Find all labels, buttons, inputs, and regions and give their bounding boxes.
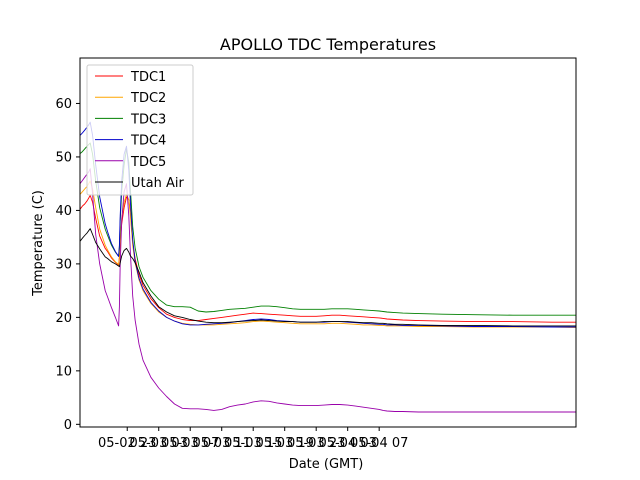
x-tick-label: 05-04 07 xyxy=(350,436,408,451)
x-axis-label: Date (GMT) xyxy=(289,457,364,472)
legend-label-5: Utah Air xyxy=(131,176,184,191)
series-line-3 xyxy=(80,121,576,328)
legend-label-3: TDC4 xyxy=(130,134,166,149)
y-tick-label: 30 xyxy=(55,257,72,272)
y-tick-label: 20 xyxy=(55,311,72,326)
y-tick-label: 50 xyxy=(55,150,72,165)
series-line-5 xyxy=(80,228,576,327)
x-tick-label: 05-03 15 xyxy=(224,436,282,451)
x-tick-label: 05-03 11 xyxy=(192,436,250,451)
y-tick-label: 10 xyxy=(55,364,72,379)
legend-label-0: TDC1 xyxy=(130,70,166,85)
x-tick-label: 05-03 23 xyxy=(287,436,345,451)
y-axis-label: Temperature (C) xyxy=(31,190,46,297)
x-tick-label: 05-04 03 xyxy=(318,436,376,451)
chart-title: APOLLO TDC Temperatures xyxy=(220,35,436,54)
series-line-4 xyxy=(80,168,576,413)
x-tick-label: 05-03 19 xyxy=(255,436,313,451)
x-tick-label: 05-02 23 xyxy=(98,436,156,451)
y-tick-label: 60 xyxy=(55,97,72,112)
series-layer xyxy=(80,121,576,413)
y-axis-ticks: 0 10 20 30 40 50 60 xyxy=(55,97,80,433)
legend-label-1: TDC2 xyxy=(130,91,166,106)
legend: TDC1 TDC2 TDC3 TDC4 TDC5 Utah Air xyxy=(86,64,194,196)
legend-label-4: TDC5 xyxy=(130,155,166,170)
y-tick-label: 0 xyxy=(64,418,72,433)
x-tick-label: 05-03 03 xyxy=(130,436,188,451)
series-line-0 xyxy=(80,194,576,323)
legend-label-2: TDC3 xyxy=(130,112,166,127)
y-tick-label: 40 xyxy=(55,204,72,219)
plot-frame xyxy=(79,57,577,428)
x-tick-label: 05-03 07 xyxy=(161,436,219,451)
series-line-2 xyxy=(80,142,576,316)
series-line-1 xyxy=(80,180,576,328)
